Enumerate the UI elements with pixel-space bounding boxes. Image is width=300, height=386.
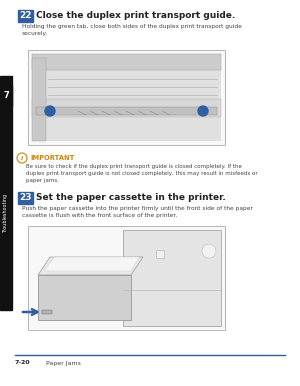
Bar xyxy=(42,310,52,314)
Text: Set the paper cassette in the printer.: Set the paper cassette in the printer. xyxy=(36,193,226,203)
Circle shape xyxy=(202,244,216,258)
Text: 7-20: 7-20 xyxy=(15,361,31,366)
Text: Push the paper cassette into the printer firmly until the front side of the pape: Push the paper cassette into the printer… xyxy=(22,206,253,218)
Text: IMPORTANT: IMPORTANT xyxy=(30,155,74,161)
Bar xyxy=(123,230,221,326)
Text: 23: 23 xyxy=(19,193,32,203)
Bar xyxy=(18,10,33,22)
Bar xyxy=(32,99,221,117)
Text: Close the duplex print transport guide.: Close the duplex print transport guide. xyxy=(36,12,235,20)
Text: Holding the green tab, close both sides of the duplex print transport guide
secu: Holding the green tab, close both sides … xyxy=(22,24,242,36)
Bar xyxy=(28,50,225,145)
Polygon shape xyxy=(38,257,143,275)
Text: Troubleshooting: Troubleshooting xyxy=(4,193,8,232)
Bar xyxy=(18,192,33,204)
Text: Be sure to check if the duplex print transport guide is closed completely. If th: Be sure to check if the duplex print tra… xyxy=(26,164,258,183)
Circle shape xyxy=(45,106,55,116)
Bar xyxy=(32,58,46,141)
Bar xyxy=(32,54,221,141)
Bar xyxy=(0,76,12,310)
Polygon shape xyxy=(44,257,139,271)
Bar xyxy=(38,275,131,320)
Text: Paper Jams: Paper Jams xyxy=(46,361,81,366)
Text: i: i xyxy=(21,156,23,161)
Bar xyxy=(0,86,12,106)
Bar xyxy=(28,226,225,330)
Circle shape xyxy=(17,153,27,163)
Bar xyxy=(36,107,217,115)
Circle shape xyxy=(198,106,208,116)
Bar xyxy=(32,54,221,70)
Bar xyxy=(156,250,164,258)
Text: 7: 7 xyxy=(3,91,9,100)
Text: 22: 22 xyxy=(19,12,32,20)
